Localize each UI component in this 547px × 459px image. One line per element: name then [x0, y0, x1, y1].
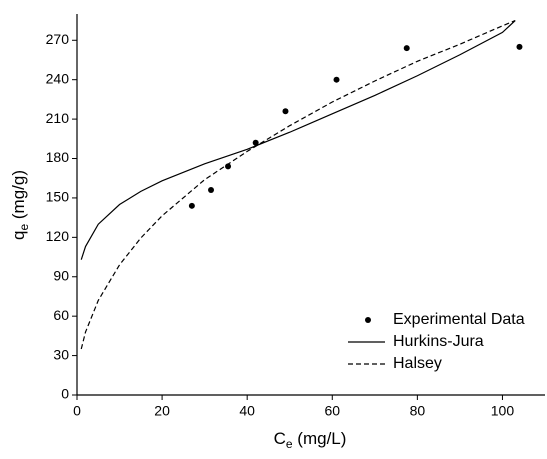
x-tick-label: 80: [410, 403, 426, 419]
data-point: [516, 43, 523, 50]
data-point: [333, 76, 340, 83]
y-tick-label: 150: [46, 189, 70, 205]
y-label-main: q: [9, 231, 28, 240]
data-point: [188, 202, 195, 209]
y-tick-label: 120: [46, 228, 70, 244]
y-tick-label: 270: [46, 31, 70, 47]
y-tick-label: 180: [46, 149, 70, 165]
legend-label: Hurkins-Jura: [393, 333, 484, 350]
fit-line: [80, 20, 516, 350]
data-point: [208, 187, 215, 194]
x-label-main: C: [274, 429, 286, 448]
y-label-sub: e: [17, 224, 31, 231]
y-tick-label: 240: [46, 70, 70, 86]
data-point: [403, 45, 410, 52]
y-tick-label: 210: [46, 110, 70, 126]
x-label-unit: (mg/L): [293, 429, 347, 448]
y-axis-label: qe (mg/g): [9, 170, 31, 240]
legend-label: Halsey: [393, 355, 442, 372]
y-tick-label: 90: [53, 267, 69, 283]
data-point: [282, 108, 289, 115]
y-tick-label: 60: [53, 307, 69, 323]
y-tick-label: 0: [61, 386, 69, 402]
x-label-sub: e: [286, 437, 293, 451]
legend-label: Experimental Data: [393, 311, 525, 328]
legend-symbol: [365, 317, 371, 323]
fit-line: [80, 20, 516, 260]
x-axis-label: Ce (mg/L): [274, 429, 347, 451]
data-point: [252, 139, 259, 146]
y-tick-label: 30: [53, 346, 69, 362]
x-tick-label: 0: [73, 403, 81, 419]
y-label-unit: (mg/g): [9, 170, 28, 224]
x-tick-label: 40: [239, 403, 255, 419]
x-tick-label: 20: [154, 403, 170, 419]
x-tick-label: 60: [324, 403, 340, 419]
x-tick-label: 100: [491, 403, 515, 419]
